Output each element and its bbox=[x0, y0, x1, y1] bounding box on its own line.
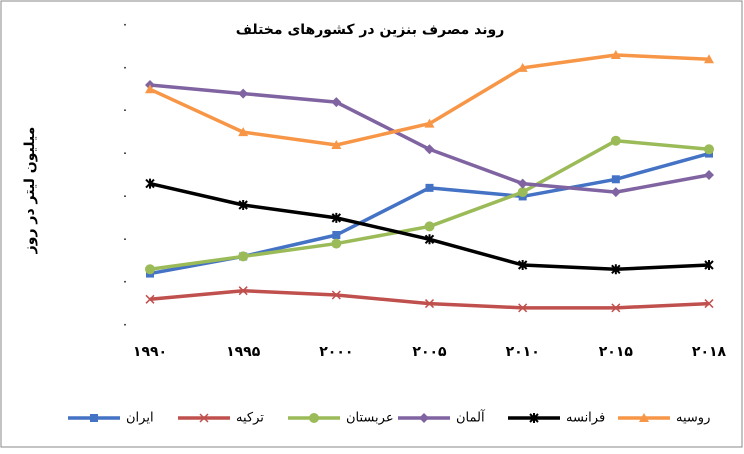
marker bbox=[331, 238, 342, 249]
marker bbox=[238, 286, 248, 296]
marker bbox=[424, 234, 435, 245]
marker bbox=[610, 50, 621, 59]
marker bbox=[145, 294, 155, 304]
legend-label: فرانسه bbox=[566, 411, 605, 426]
y-tick-label: ۰ bbox=[122, 189, 129, 204]
marker bbox=[424, 299, 435, 309]
legend-item: فرانسه bbox=[508, 411, 605, 426]
x-tick-label: ۱۹۹۵ bbox=[226, 344, 261, 360]
y-tick-label: ۰ bbox=[122, 18, 129, 33]
marker bbox=[331, 140, 342, 149]
legend-label: عربستان bbox=[346, 411, 394, 426]
legend-marker bbox=[309, 413, 319, 423]
marker bbox=[704, 299, 714, 309]
y-axis-label: میلیون لیتر در روز bbox=[22, 127, 38, 255]
marker bbox=[145, 84, 155, 94]
legend-marker bbox=[199, 413, 209, 423]
y-tick-label: ۰ bbox=[122, 146, 129, 161]
y-tick-label: ۰ bbox=[122, 318, 129, 333]
marker bbox=[611, 175, 620, 184]
legend-marker bbox=[639, 413, 649, 422]
legend-item: ترکیه bbox=[178, 411, 264, 426]
marker bbox=[517, 187, 528, 198]
marker bbox=[238, 127, 249, 137]
marker bbox=[238, 251, 249, 262]
marker bbox=[610, 187, 621, 198]
x-tick-label: ۲۰۱۰ bbox=[506, 344, 540, 360]
marker bbox=[611, 264, 621, 275]
marker bbox=[704, 260, 714, 270]
marker bbox=[332, 231, 341, 239]
marker bbox=[145, 178, 155, 189]
y-tick-label: ۰ bbox=[122, 103, 129, 118]
legend-label: ترکیه bbox=[236, 411, 264, 426]
marker bbox=[704, 54, 714, 64]
legend-item: آلمان bbox=[398, 409, 486, 426]
legend-label: روسیه bbox=[676, 411, 710, 426]
marker bbox=[704, 170, 714, 180]
x-tick-label: ۲۰۰۵ bbox=[412, 344, 447, 360]
marker bbox=[424, 144, 435, 155]
marker bbox=[517, 178, 528, 189]
marker bbox=[238, 200, 248, 210]
x-tick-label: ۲۰۰۰ bbox=[319, 344, 353, 360]
legend-marker bbox=[529, 413, 539, 423]
legend-item: روسیه bbox=[618, 411, 710, 426]
legend-item: ایران bbox=[68, 411, 154, 426]
x-tick-label: ۲۰۱۵ bbox=[599, 344, 634, 360]
x-tick-label: ۱۹۹۰ bbox=[133, 344, 167, 360]
marker bbox=[704, 144, 714, 155]
y-tick-label: ۰ bbox=[122, 60, 129, 75]
chart-title: روند مصرف بنزین در کشورهای مختلف bbox=[236, 22, 505, 38]
marker bbox=[517, 260, 528, 270]
marker bbox=[518, 303, 528, 313]
x-tick-label: ۲۰۱۸ bbox=[692, 344, 727, 360]
marker bbox=[611, 303, 621, 313]
legend-marker bbox=[90, 414, 98, 422]
marker bbox=[331, 290, 341, 300]
legend-item: عربستان bbox=[288, 411, 394, 426]
marker bbox=[145, 264, 155, 275]
legend-label: آلمان bbox=[456, 409, 486, 426]
legend-marker bbox=[419, 413, 429, 423]
marker bbox=[425, 183, 434, 192]
marker bbox=[331, 97, 342, 108]
marker bbox=[424, 118, 435, 128]
marker bbox=[424, 221, 435, 232]
y-tick-label: ۰ bbox=[122, 275, 129, 290]
legend-label: ایران bbox=[126, 411, 154, 426]
marker bbox=[517, 62, 528, 72]
marker bbox=[610, 135, 621, 146]
marker bbox=[238, 88, 249, 99]
marker bbox=[331, 212, 342, 223]
y-tick-label: ۰ bbox=[122, 232, 129, 247]
